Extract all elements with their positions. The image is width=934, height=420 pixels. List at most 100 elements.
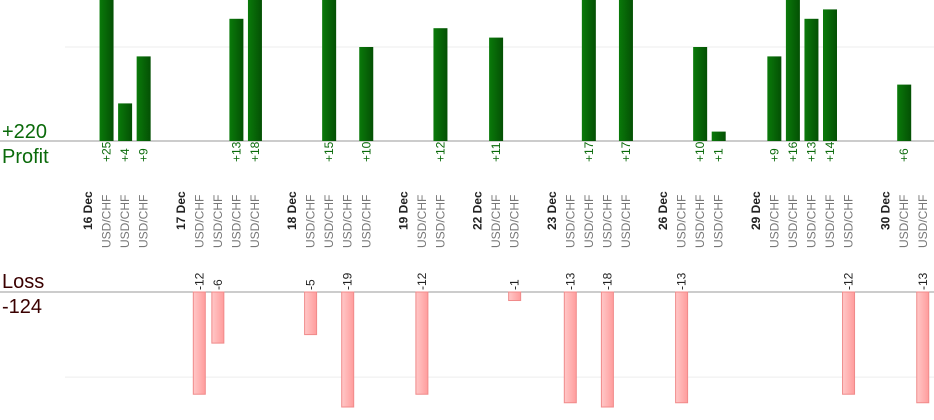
value-label: -13 (916, 272, 930, 290)
value-label: +25 (100, 141, 114, 162)
pair-label: USD/CHF (563, 195, 577, 248)
date-label: 16 Dec (81, 191, 95, 230)
profit-bar (693, 47, 708, 141)
date-label: 19 Dec (396, 191, 410, 230)
value-label: -1 (508, 279, 522, 290)
value-label: +13 (229, 141, 243, 162)
pair-label: USD/CHF (767, 195, 781, 248)
profit-bar (823, 9, 837, 142)
pair-label: USD/CHF (489, 195, 503, 248)
loss-bar (192, 291, 206, 395)
profit-bar (897, 84, 912, 141)
value-label: +14 (823, 141, 837, 162)
date-label: 26 Dec (656, 191, 670, 230)
profit-bar (118, 103, 133, 141)
value-label: +1 (712, 148, 726, 162)
pair-label: USD/CHF (600, 195, 614, 248)
loss-bar (341, 291, 355, 408)
value-label: -18 (600, 272, 614, 290)
date-label: 23 Dec (545, 191, 559, 230)
value-label: +12 (433, 141, 447, 162)
date-label: 30 Dec (879, 191, 893, 230)
value-label: -12 (842, 272, 856, 290)
pair-label: USD/CHF (415, 195, 429, 248)
pair-label: USD/CHF (322, 195, 336, 248)
profit-bar (229, 18, 244, 141)
value-label: +4 (118, 148, 132, 162)
pair-label: USD/CHF (823, 195, 837, 248)
profit-bar (489, 37, 504, 141)
date-label: 29 Dec (749, 191, 763, 230)
profit-bar (322, 0, 337, 141)
profit-bar (136, 56, 151, 141)
profit-bar (804, 18, 819, 141)
pair-label: USD/CHF (118, 195, 132, 248)
value-label: +17 (582, 141, 596, 162)
pair-label: USD/CHF (137, 195, 151, 248)
loss-bar (304, 291, 318, 336)
value-label: +9 (137, 148, 151, 162)
pair-label: USD/CHF (229, 195, 243, 248)
value-label: +13 (804, 141, 818, 162)
loss-total: -124 (2, 296, 42, 318)
pair-label: USD/CHF (804, 195, 818, 248)
value-label: +9 (767, 148, 781, 162)
columns: 16 Dec USD/CHF +25 USD/CHF +4 USD/CHF +9 17 Dec… (81, 0, 930, 408)
value-label: -5 (304, 279, 318, 290)
pair-label: USD/CHF (248, 195, 262, 248)
pair-label: USD/CHF (508, 195, 522, 248)
value-label: -13 (675, 272, 689, 290)
pair-label: USD/CHF (693, 195, 707, 248)
profit-bar (247, 0, 262, 141)
value-label: +6 (897, 148, 911, 162)
value-label: -19 (341, 272, 355, 290)
pair-label: USD/CHF (304, 195, 318, 248)
loss-bar (211, 291, 225, 344)
profit-bar (618, 0, 633, 141)
loss-bar (508, 291, 522, 302)
value-label: -12 (192, 272, 206, 290)
pair-label: USD/CHF (712, 195, 726, 248)
loss-bar (415, 291, 429, 395)
value-label: -13 (563, 272, 577, 290)
profit-bar (711, 131, 726, 141)
value-label: +15 (322, 141, 336, 162)
loss-bar (916, 291, 930, 404)
loss-bar (563, 291, 577, 404)
profit-total: +220 (2, 121, 47, 143)
profit-title: Profit (2, 146, 49, 168)
date-label: 22 Dec (471, 191, 485, 230)
loss-title: Loss (2, 271, 44, 293)
date-label: 17 Dec (174, 191, 188, 230)
value-label: -6 (211, 279, 225, 290)
value-label: +16 (786, 141, 800, 162)
profit-bar (785, 0, 800, 141)
profit-bar (433, 28, 448, 142)
loss-bar (600, 291, 614, 408)
profit-bar (99, 0, 114, 141)
date-label: 18 Dec (285, 191, 299, 230)
pair-label: USD/CHF (619, 195, 633, 248)
pair-label: USD/CHF (897, 195, 911, 248)
loss-bar (675, 291, 689, 404)
pair-label: USD/CHF (211, 195, 225, 248)
pair-label: USD/CHF (582, 195, 596, 248)
pair-label: USD/CHF (433, 195, 447, 248)
pair-label: USD/CHF (192, 195, 206, 248)
pair-label: USD/CHF (359, 195, 373, 248)
value-label: +17 (619, 141, 633, 162)
pair-label: USD/CHF (842, 195, 856, 248)
value-label: -12 (415, 272, 429, 290)
value-label: +18 (248, 141, 262, 162)
value-label: +10 (359, 141, 373, 162)
profit-bar (767, 56, 782, 141)
value-label: +11 (489, 142, 503, 162)
value-label: +10 (693, 141, 707, 162)
loss-bar (842, 291, 856, 395)
profit-bar (581, 0, 596, 141)
pair-label: USD/CHF (916, 195, 930, 248)
profit-bar (359, 47, 374, 141)
pair-label: USD/CHF (786, 195, 800, 248)
pair-label: USD/CHF (341, 195, 355, 248)
